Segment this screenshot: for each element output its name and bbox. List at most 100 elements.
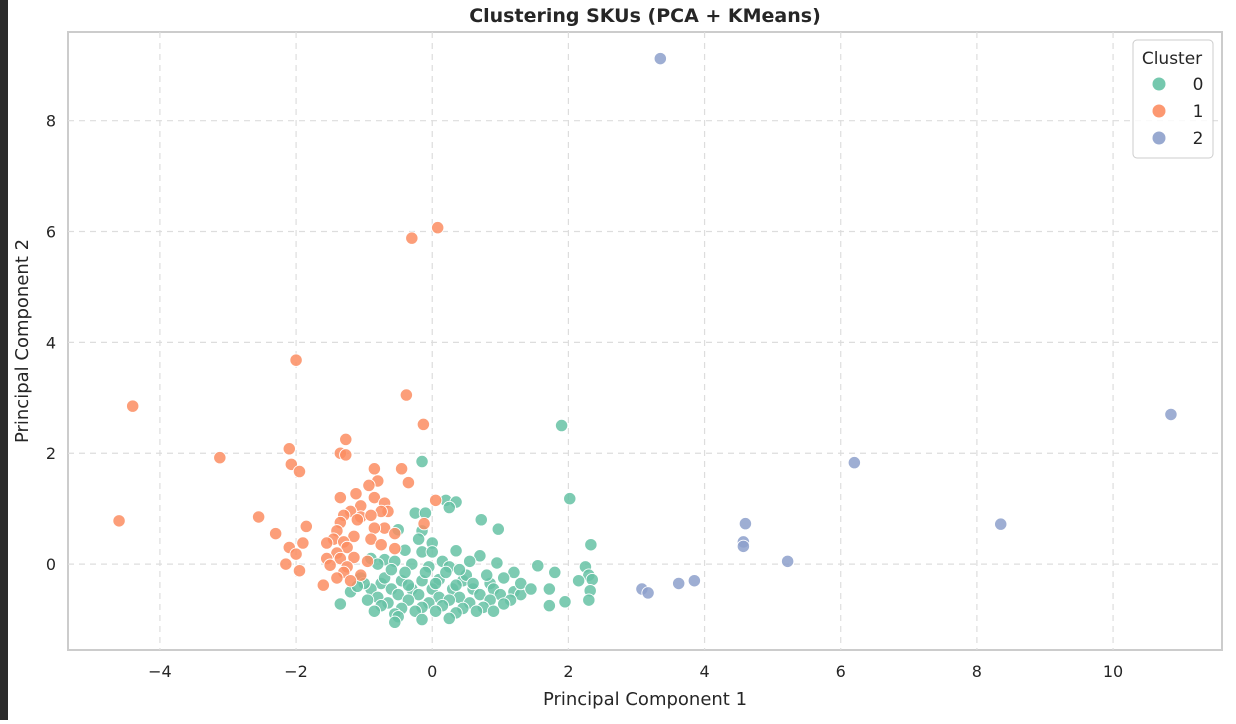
data-point [279, 557, 293, 571]
data-point [292, 464, 307, 479]
data-point [339, 448, 353, 462]
legend-title: Cluster [1142, 49, 1202, 69]
y-tick-label: 2 [46, 444, 56, 463]
data-point [847, 456, 862, 470]
chart-title: Clustering SKUs (PCA + KMeans) [469, 5, 821, 27]
data-point [558, 595, 572, 609]
legend-item-0: 0 [1152, 75, 1204, 95]
y-axis-ticks: 0 2 4 6 8 [46, 112, 56, 574]
data-point [367, 521, 382, 535]
data-point [333, 490, 347, 505]
data-point [585, 572, 599, 587]
data-point [554, 418, 569, 433]
legend-label: 1 [1193, 102, 1204, 122]
data-point [411, 587, 426, 602]
data-point [289, 353, 303, 367]
data-point [514, 576, 528, 591]
series-1 [112, 221, 445, 592]
data-point [428, 493, 443, 507]
x-axis-ticks: −4 −2 0 2 4 6 8 10 [148, 662, 1123, 681]
data-point [428, 604, 443, 618]
data-point [367, 604, 382, 618]
data-point [399, 388, 414, 402]
data-point [736, 539, 751, 554]
y-axis-label: Principal Component 2 [12, 239, 33, 443]
data-point [641, 586, 655, 600]
data-point [415, 612, 429, 627]
legend-label: 0 [1193, 75, 1204, 95]
data-point [425, 545, 439, 559]
data-point [449, 578, 463, 592]
data-point [497, 571, 511, 585]
data-point [473, 549, 487, 563]
data-point [486, 604, 501, 618]
data-point [367, 462, 382, 476]
x-tick-label: 0 [427, 662, 437, 681]
data-point [653, 51, 667, 66]
data-point [738, 516, 753, 531]
data-point [350, 513, 365, 527]
data-point [213, 451, 227, 465]
x-tick-label: 2 [563, 662, 573, 681]
data-point [439, 565, 453, 580]
data-point [323, 558, 337, 572]
data-point [474, 513, 488, 527]
data-point [394, 462, 409, 476]
data-point [347, 550, 361, 565]
data-point [542, 582, 556, 596]
data-point [364, 508, 378, 522]
data-point [374, 538, 388, 552]
data-point [333, 597, 347, 611]
data-point [1164, 407, 1178, 422]
data-point [391, 587, 405, 602]
data-point [316, 578, 330, 592]
data-point [507, 565, 521, 580]
data-point [367, 490, 382, 505]
data-point [388, 615, 402, 629]
data-point [320, 536, 334, 550]
data-point [364, 532, 378, 546]
data-point [347, 529, 361, 544]
data-point [330, 571, 344, 585]
data-point [466, 576, 480, 591]
data-point [469, 604, 484, 618]
data-point [491, 522, 505, 536]
data-point [442, 500, 456, 515]
data-point [490, 556, 504, 570]
data-point [428, 576, 443, 591]
legend-marker [1152, 77, 1166, 91]
data-point [672, 576, 686, 591]
data-point [415, 454, 429, 469]
data-point [401, 578, 416, 592]
data-points [112, 51, 1178, 629]
data-point [473, 587, 487, 602]
data-point [292, 564, 307, 578]
data-point [542, 599, 556, 613]
data-point [388, 541, 402, 556]
data-point [411, 532, 426, 546]
data-point [299, 519, 313, 534]
data-point [126, 399, 140, 413]
data-point [401, 475, 416, 490]
data-point [340, 540, 354, 555]
y-tick-label: 0 [46, 555, 56, 574]
x-tick-label: −2 [284, 662, 308, 681]
window-edge [0, 0, 8, 720]
data-point [388, 526, 402, 541]
data-point [571, 574, 586, 588]
legend-marker [1152, 104, 1166, 118]
plot-area [67, 31, 1223, 651]
data-point [269, 526, 283, 541]
data-point [296, 536, 310, 550]
data-point [418, 565, 433, 580]
data-point [497, 597, 511, 611]
y-tick-label: 4 [46, 333, 56, 352]
x-tick-label: 6 [836, 662, 846, 681]
data-point [582, 593, 596, 607]
legend-label: 2 [1193, 129, 1204, 149]
data-point [360, 593, 375, 607]
legend-item-2: 2 [1152, 129, 1204, 149]
x-tick-label: −4 [148, 662, 172, 681]
data-point [289, 547, 303, 561]
data-point [360, 554, 375, 568]
